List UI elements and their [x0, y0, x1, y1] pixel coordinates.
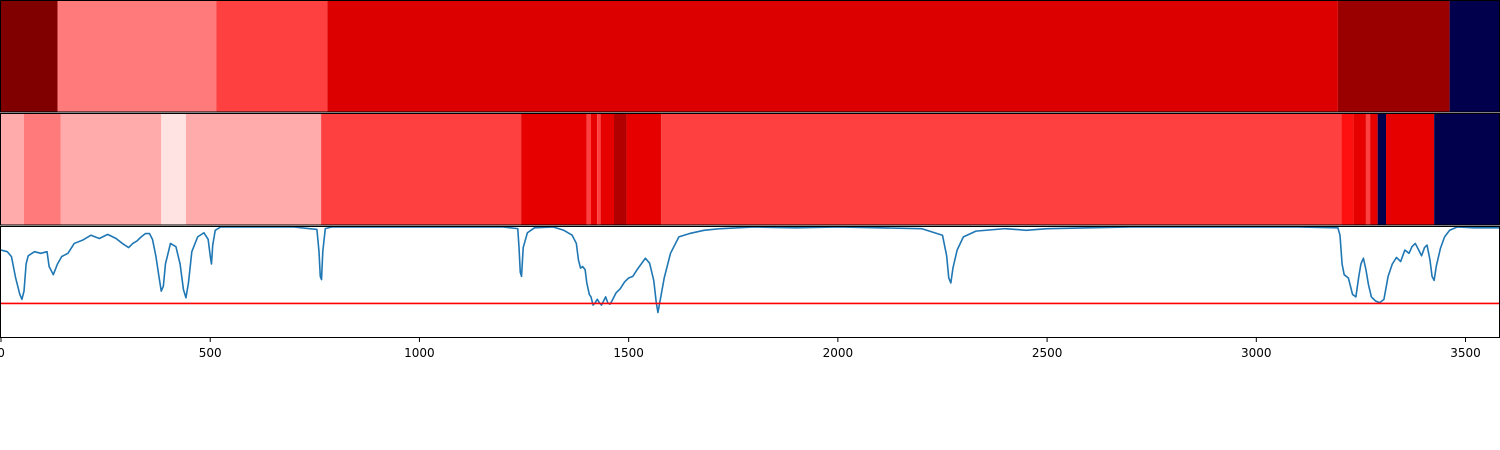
heatmap-segment-1-14: [1341, 114, 1354, 225]
heatmap-panel-middle: [1, 114, 1499, 225]
heatmap-segment-1-9: [597, 114, 601, 225]
x-tick-label-3000: 3000: [1241, 346, 1272, 360]
heatmap-segment-1-2: [60, 114, 162, 225]
line-layer: [1, 227, 1499, 314]
heatmap-segment-1-6: [521, 114, 587, 225]
heatmap-segment-0-4: [1337, 1, 1450, 112]
heatmap-segment-1-18: [1377, 114, 1387, 225]
heatmap-segment-1-15: [1353, 114, 1366, 225]
heatmap-segment-1-17: [1370, 114, 1378, 225]
heatmap-segment-1-20: [1434, 114, 1499, 225]
heatmap-segment-1-5: [321, 114, 522, 225]
heatmap-segment-1-11: [614, 114, 627, 225]
heatmap-panel-top: [1, 1, 1499, 112]
x-tick-label-2500: 2500: [1032, 346, 1063, 360]
x-tick-label-2000: 2000: [823, 346, 854, 360]
heatmap-segment-1-10: [600, 114, 615, 225]
heatmap-segment-1-13: [661, 114, 1342, 225]
x-tick-label-500: 500: [199, 346, 222, 360]
heatmap-segment-0-1: [57, 1, 217, 112]
heatmap-segment-0-5: [1449, 1, 1499, 112]
heatmap-segment-1-0: [1, 114, 25, 225]
heatmap-segment-1-7: [586, 114, 591, 225]
heatmap-segment-0-0: [1, 1, 58, 112]
heatmap-segment-1-12: [626, 114, 662, 225]
x-tick-label-0: 0: [0, 346, 5, 360]
x-axis: 0 500 1000 1500 2000 2500 3000 3500: [0, 338, 1481, 360]
x-tick-label-1000: 1000: [404, 346, 435, 360]
heatmap-segment-1-1: [24, 114, 61, 225]
heatmap-segment-1-16: [1365, 114, 1371, 225]
line-panel: 0 500 1000 1500 2000 2500 3000 3500: [0, 227, 1499, 360]
heatmap-segment-1-19: [1386, 114, 1435, 225]
heatmap-segment-1-3: [161, 114, 186, 225]
x-tick-label-1500: 1500: [613, 346, 644, 360]
heatmap-segment-0-3: [327, 1, 1338, 112]
heatmap-segment-1-4: [185, 114, 322, 225]
heatmap-segment-1-8: [590, 114, 598, 225]
x-tick-label-3500: 3500: [1450, 346, 1481, 360]
heatmap-segment-0-2: [216, 1, 328, 112]
